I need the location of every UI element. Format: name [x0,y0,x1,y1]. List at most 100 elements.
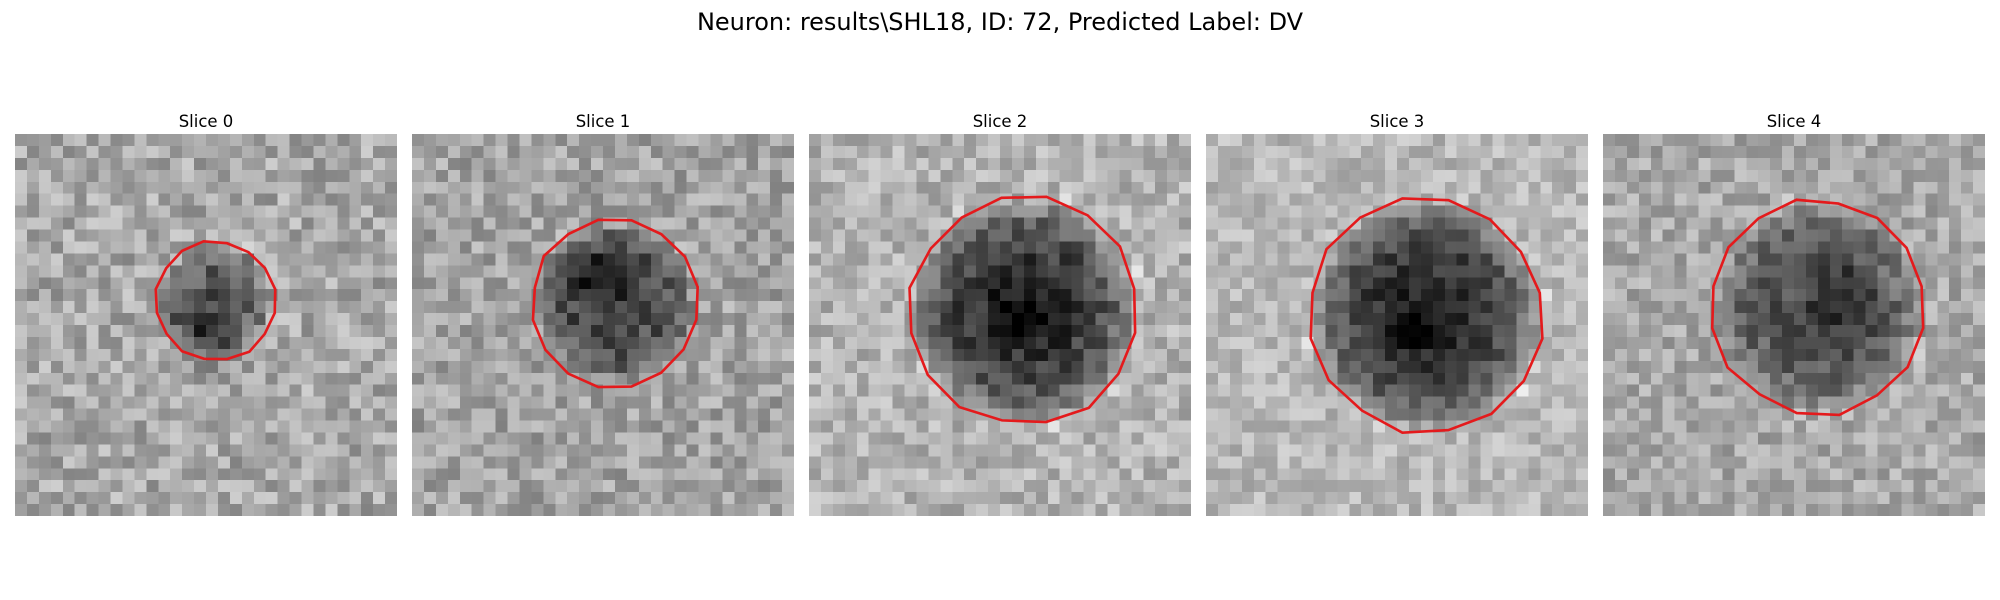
pixel [1107,193,1120,206]
pixel [1385,492,1398,505]
pixel [1456,277,1469,290]
pixel [916,193,929,206]
pixel [1011,241,1025,254]
pixel [1480,313,1493,326]
pixel [832,229,846,242]
pixel [361,408,374,421]
pixel [1913,384,1926,397]
pixel [686,134,699,147]
pixel [361,348,374,362]
pixel [1782,241,1795,254]
pixel [1794,145,1807,159]
pixel [603,145,616,159]
pixel [1071,145,1084,159]
pixel [1179,492,1191,505]
pixel [1000,265,1013,278]
pixel [832,468,846,481]
pixel [531,241,544,254]
pixel [1686,396,1699,409]
pixel [253,205,266,218]
pixel [1277,432,1290,445]
pixel [1385,217,1398,230]
pixel [1385,336,1398,350]
pixel [15,277,28,290]
pixel [86,193,99,206]
pixel [880,145,893,159]
pixel [722,301,735,314]
pixel [1961,336,1974,350]
pixel [1289,181,1302,194]
pixel [844,468,857,481]
pixel [459,157,472,171]
pixel [1035,277,1048,290]
pixel [1877,229,1890,242]
slice-image [15,134,397,516]
pixel [1229,277,1243,290]
pixel [734,289,747,302]
pixel [832,372,846,385]
pixel [1155,134,1168,147]
pixel [1071,420,1084,433]
pixel [1913,372,1926,385]
pixel [710,301,723,314]
pixel [1011,348,1025,362]
pixel [832,289,846,302]
pixel [1841,444,1854,457]
pixel [1662,265,1675,278]
pixel [182,193,195,206]
pixel [483,372,496,385]
pixel [1961,432,1974,445]
pixel [507,145,520,159]
pixel [1540,217,1553,230]
pixel [844,325,857,338]
pixel [1071,384,1084,397]
pixel [1071,325,1084,338]
pixel [868,408,881,421]
pixel [1385,408,1398,421]
pixel [1155,384,1168,397]
pixel [1638,217,1651,230]
pixel [1059,217,1072,230]
pixel [1035,289,1048,302]
pixel [579,277,592,290]
pixel [746,277,759,290]
pixel [1361,145,1374,159]
pixel [373,313,386,326]
pixel [1925,265,1938,278]
pixel [1937,145,1950,159]
pixel [758,420,771,433]
pixel [686,145,699,159]
pixel [1349,193,1362,206]
pixel [423,301,437,314]
pixel [603,396,616,409]
pixel [1179,480,1191,493]
pixel [626,301,640,314]
pixel [614,468,628,481]
pixel [809,134,822,147]
pixel [1468,313,1481,326]
pixel [110,504,123,516]
pixel [1349,504,1362,516]
pixel [1095,348,1108,362]
pixel [1853,444,1866,457]
pixel [1253,420,1266,433]
pixel [1000,408,1013,421]
pixel [435,468,449,481]
pixel [1408,145,1422,159]
pixel [1686,432,1699,445]
pixel [1638,253,1651,266]
pixel [1638,301,1651,314]
pixel [38,408,52,421]
pixel [686,504,699,516]
pixel [1432,360,1445,373]
pixel [74,420,87,433]
pixel [1373,420,1386,433]
pixel [110,492,123,505]
pixel [1179,372,1191,385]
pixel [868,480,881,493]
pixel [734,253,747,266]
pixel [471,205,484,218]
pixel [758,145,771,159]
pixel [1456,253,1469,266]
pixel [1722,289,1735,302]
